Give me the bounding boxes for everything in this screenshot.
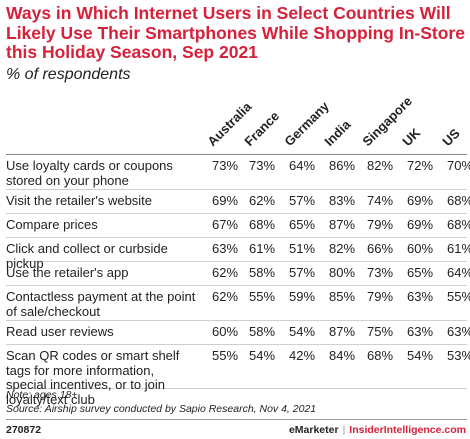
- row-divider: [6, 261, 467, 262]
- table-cell-india: 87%: [328, 217, 356, 232]
- table-cell-germany: 57%: [288, 265, 316, 280]
- row-divider: [6, 388, 467, 389]
- table-cell-us: 55%: [446, 289, 470, 304]
- table-cell-germany: 65%: [288, 217, 316, 232]
- footer-divider: [6, 419, 467, 420]
- source: Source: Airship survey conducted by Sapi…: [6, 403, 317, 415]
- table-cell-france: 73%: [248, 158, 276, 173]
- table-cell-australia: 62%: [211, 289, 239, 304]
- row-label: Compare prices: [6, 217, 98, 232]
- row-divider: [6, 213, 467, 214]
- table-cell-us: 68%: [446, 217, 470, 232]
- table-cell-germany: 51%: [288, 241, 316, 256]
- chart-title: Ways in Which Internet Users in Select C…: [6, 3, 465, 62]
- row-divider: [6, 154, 467, 155]
- table-cell-australia: 55%: [211, 348, 239, 363]
- row-label: Use loyalty cards or coupons stored on y…: [6, 158, 173, 188]
- column-header-india: India: [321, 116, 354, 149]
- table-cell-uk: 60%: [406, 241, 434, 256]
- table-cell-singapore: 68%: [366, 348, 394, 363]
- table-cell-singapore: 66%: [366, 241, 394, 256]
- row-divider: [6, 237, 467, 238]
- table-cell-uk: 65%: [406, 265, 434, 280]
- table-cell-germany: 54%: [288, 324, 316, 339]
- table-cell-singapore: 79%: [366, 289, 394, 304]
- table-cell-us: 68%: [446, 193, 470, 208]
- table-cell-us: 64%: [446, 265, 470, 280]
- table-cell-australia: 69%: [211, 193, 239, 208]
- row-label: Contactless payment at the point of sale…: [6, 289, 196, 319]
- brand-insider-intelligence: InsiderIntelligence.com: [349, 424, 466, 436]
- table-cell-uk: 54%: [406, 348, 434, 363]
- note: Note: ages 18+: [6, 389, 78, 401]
- brand-separator: |: [342, 424, 346, 436]
- table-cell-australia: 67%: [211, 217, 239, 232]
- table-cell-france: 55%: [248, 289, 276, 304]
- row-divider: [6, 344, 467, 345]
- table-cell-uk: 69%: [406, 193, 434, 208]
- row-label: Read user reviews: [6, 324, 114, 339]
- table-cell-uk: 72%: [406, 158, 434, 173]
- table-cell-germany: 59%: [288, 289, 316, 304]
- row-label: Visit the retailer's website: [6, 193, 153, 208]
- table-cell-singapore: 82%: [366, 158, 394, 173]
- table-cell-france: 61%: [248, 241, 276, 256]
- table-cell-us: 61%: [446, 241, 470, 256]
- table-cell-france: 54%: [248, 348, 276, 363]
- table-cell-singapore: 74%: [366, 193, 394, 208]
- table-cell-uk: 69%: [406, 217, 434, 232]
- table-cell-france: 68%: [248, 217, 276, 232]
- table-cell-australia: 63%: [211, 241, 239, 256]
- table-cell-india: 86%: [328, 158, 356, 173]
- table-cell-germany: 57%: [288, 193, 316, 208]
- table-cell-france: 58%: [248, 324, 276, 339]
- table-cell-uk: 63%: [406, 324, 434, 339]
- table-cell-india: 84%: [328, 348, 356, 363]
- table-cell-france: 62%: [248, 193, 276, 208]
- table-cell-india: 87%: [328, 324, 356, 339]
- table-cell-us: 70%: [446, 158, 470, 173]
- table-cell-us: 53%: [446, 348, 470, 363]
- table-cell-india: 82%: [328, 241, 356, 256]
- row-label: Click and collect or curbside pickup: [6, 241, 168, 271]
- brand-emarketer: eMarketer: [288, 424, 339, 436]
- footer-brand: eMarketer | InsiderIntelligence.com: [289, 424, 466, 436]
- table-cell-france: 58%: [248, 265, 276, 280]
- table-cell-singapore: 75%: [366, 324, 394, 339]
- chart-id: 270872: [6, 424, 42, 436]
- table-cell-uk: 63%: [406, 289, 434, 304]
- table-cell-india: 80%: [328, 265, 356, 280]
- table-cell-india: 85%: [328, 289, 356, 304]
- chart-subtitle: % of respondents: [6, 66, 131, 83]
- table-cell-australia: 60%: [211, 324, 239, 339]
- table-cell-australia: 73%: [211, 158, 239, 173]
- row-label: Use the retailer's app: [6, 265, 129, 280]
- table-cell-singapore: 73%: [366, 265, 394, 280]
- row-divider: [6, 285, 467, 286]
- row-divider: [6, 320, 467, 321]
- column-header-us: US: [439, 125, 463, 149]
- row-label: Scan QR codes or smart shelf tags for mo…: [6, 348, 180, 407]
- table-cell-germany: 64%: [288, 158, 316, 173]
- row-divider: [6, 189, 467, 190]
- table-cell-singapore: 79%: [366, 217, 394, 232]
- table-cell-india: 83%: [328, 193, 356, 208]
- table-cell-australia: 62%: [211, 265, 239, 280]
- table-cell-germany: 42%: [288, 348, 316, 363]
- column-header-uk: UK: [399, 125, 424, 149]
- table-cell-us: 63%: [446, 324, 470, 339]
